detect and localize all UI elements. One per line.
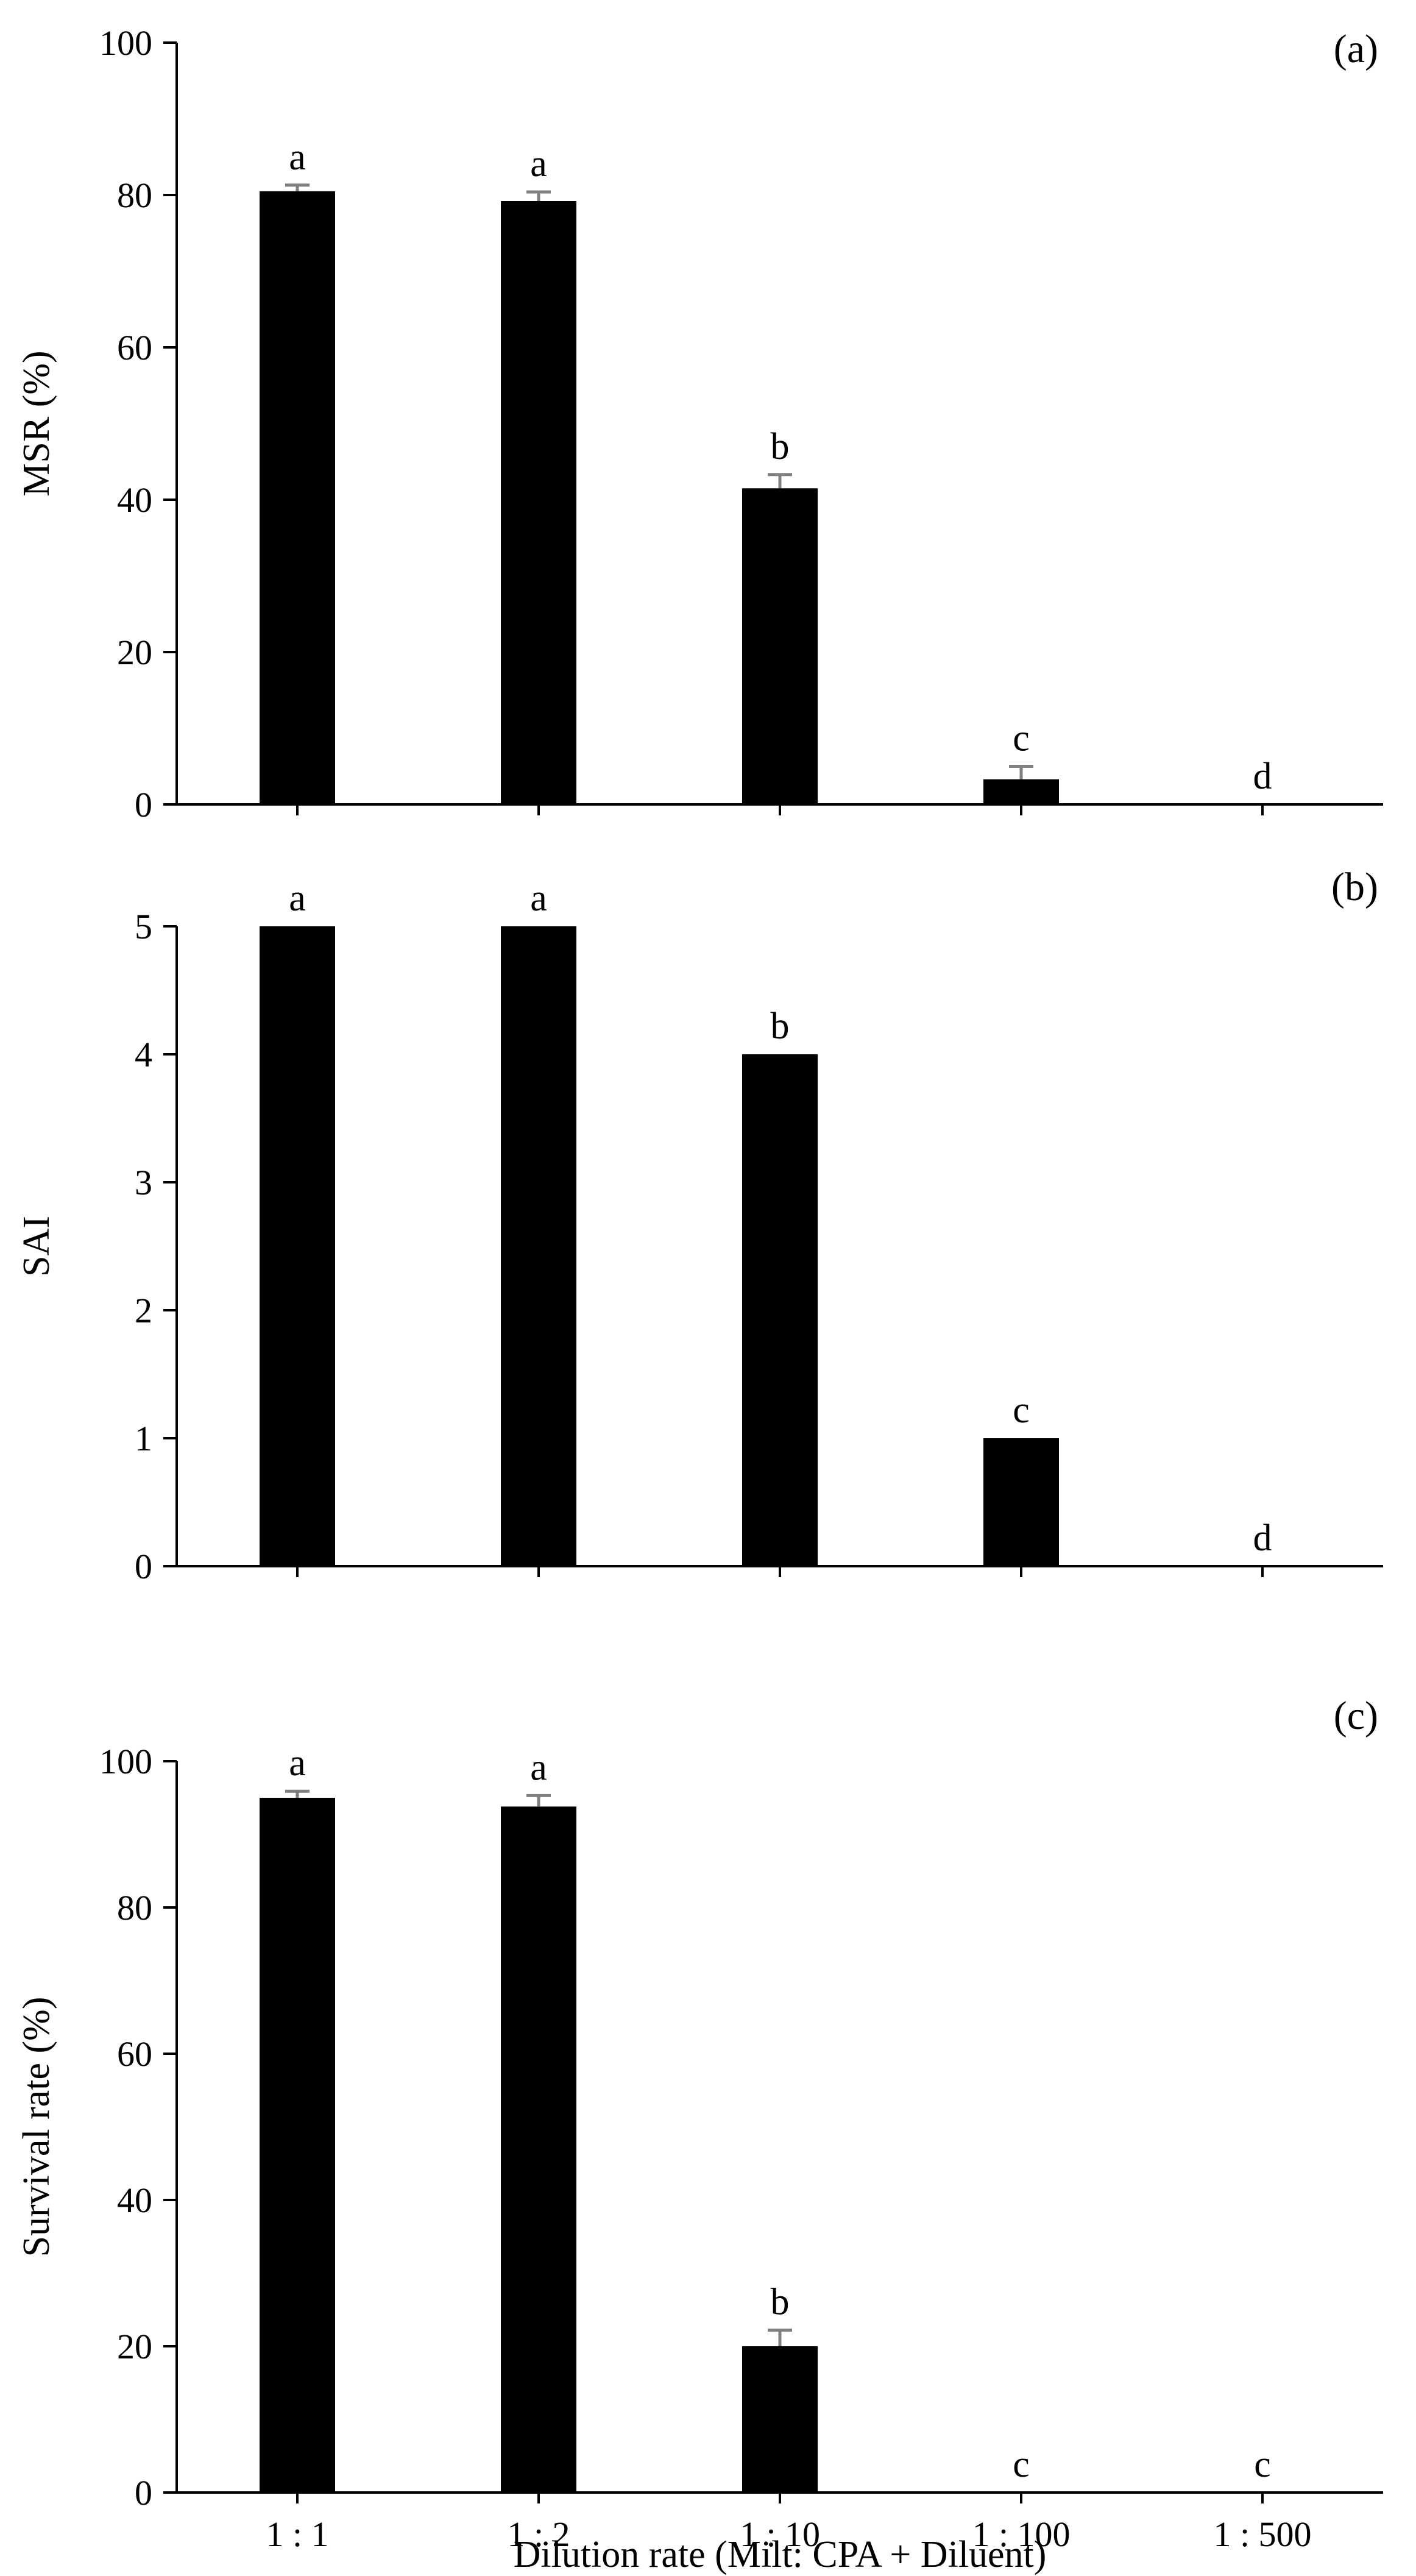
significance-letter: b: [771, 2282, 790, 2323]
significance-letter: a: [289, 137, 306, 178]
bar-1-1: [260, 1798, 335, 2493]
y-tick-label: 100: [99, 1742, 152, 1781]
significance-letter: a: [530, 1747, 547, 1788]
significance-letter: b: [771, 1006, 790, 1047]
y-tick-label: 0: [135, 2473, 152, 2513]
significance-letter: d: [1253, 1517, 1272, 1559]
bar-1-1: [260, 926, 335, 1566]
bar-1-100: [983, 1438, 1059, 1566]
y-tick-label: 100: [99, 23, 152, 63]
bar-1-10: [742, 2346, 818, 2493]
y-tick-label: 3: [135, 1163, 152, 1202]
y-tick-label: 1: [135, 1419, 152, 1458]
bar-1-100: [983, 779, 1059, 804]
x-tick-label: 1 : 2: [507, 2514, 570, 2554]
significance-letter: a: [289, 1742, 306, 1784]
significance-letter: a: [530, 878, 547, 919]
y-tick-label: 4: [135, 1035, 152, 1074]
significance-letter: d: [1253, 756, 1272, 797]
significance-letter: c: [1013, 1389, 1030, 1431]
x-tick-label: 1 : 10: [740, 2514, 820, 2554]
x-tick-label: 1 : 1: [266, 2514, 328, 2554]
panel-label: (a): [1334, 27, 1378, 71]
panel-c: (c) 0 20 40 60 80 100 Survival rate (%) a 1 : 1 a 1…: [16, 1694, 1383, 2575]
y-tick-label: 5: [135, 907, 152, 946]
y-tick-label: 60: [117, 328, 152, 367]
panel-label: (b): [1331, 865, 1378, 909]
significance-letter: b: [771, 426, 790, 467]
bar-1-2: [501, 1806, 576, 2493]
bar-1-1: [260, 191, 335, 804]
panel-b: (b) 0 1 2 3 4 5 SAI a a b c d: [16, 865, 1383, 1586]
y-tick-label: 0: [135, 785, 152, 825]
significance-letter: c: [1013, 718, 1030, 759]
y-tick-label: 2: [135, 1291, 152, 1330]
panel-a: (a) 0 20 40 60 80 100 MSR (%) a a b c d: [16, 23, 1383, 825]
bar-1-2: [501, 201, 576, 804]
significance-letter: a: [289, 878, 306, 919]
bar-1-2: [501, 926, 576, 1566]
y-axis-title: SAI: [16, 1216, 57, 1277]
significance-letter: c: [1254, 2444, 1271, 2485]
y-tick-label: 20: [117, 2327, 152, 2366]
y-tick-label: 80: [117, 1888, 152, 1928]
bar-1-10: [742, 488, 818, 804]
y-tick-label: 40: [117, 480, 152, 520]
y-tick-label: 80: [117, 176, 152, 215]
x-tick-label: 1 : 500: [1213, 2514, 1311, 2554]
x-axis-title: Dilution rate (Milt: CPA + Diluent): [514, 2534, 1047, 2575]
y-axis-title: Survival rate (%): [16, 1997, 57, 2257]
y-tick-label: 60: [117, 2034, 152, 2074]
y-tick-label: 20: [117, 633, 152, 672]
y-tick-label: 40: [117, 2180, 152, 2220]
panel-label: (c): [1334, 1694, 1378, 1738]
y-tick-label: 0: [135, 1547, 152, 1586]
significance-letter: c: [1013, 2444, 1030, 2485]
bar-1-10: [742, 1054, 818, 1566]
x-tick-label: 1 : 100: [972, 2514, 1070, 2554]
y-axis-title: MSR (%): [16, 350, 57, 496]
significance-letter: a: [530, 143, 547, 185]
